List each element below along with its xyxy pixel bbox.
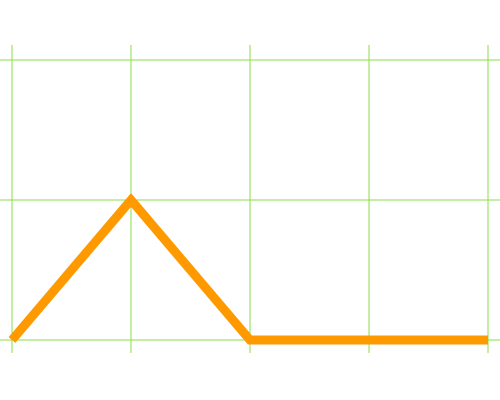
data-line	[8, 193, 488, 345]
